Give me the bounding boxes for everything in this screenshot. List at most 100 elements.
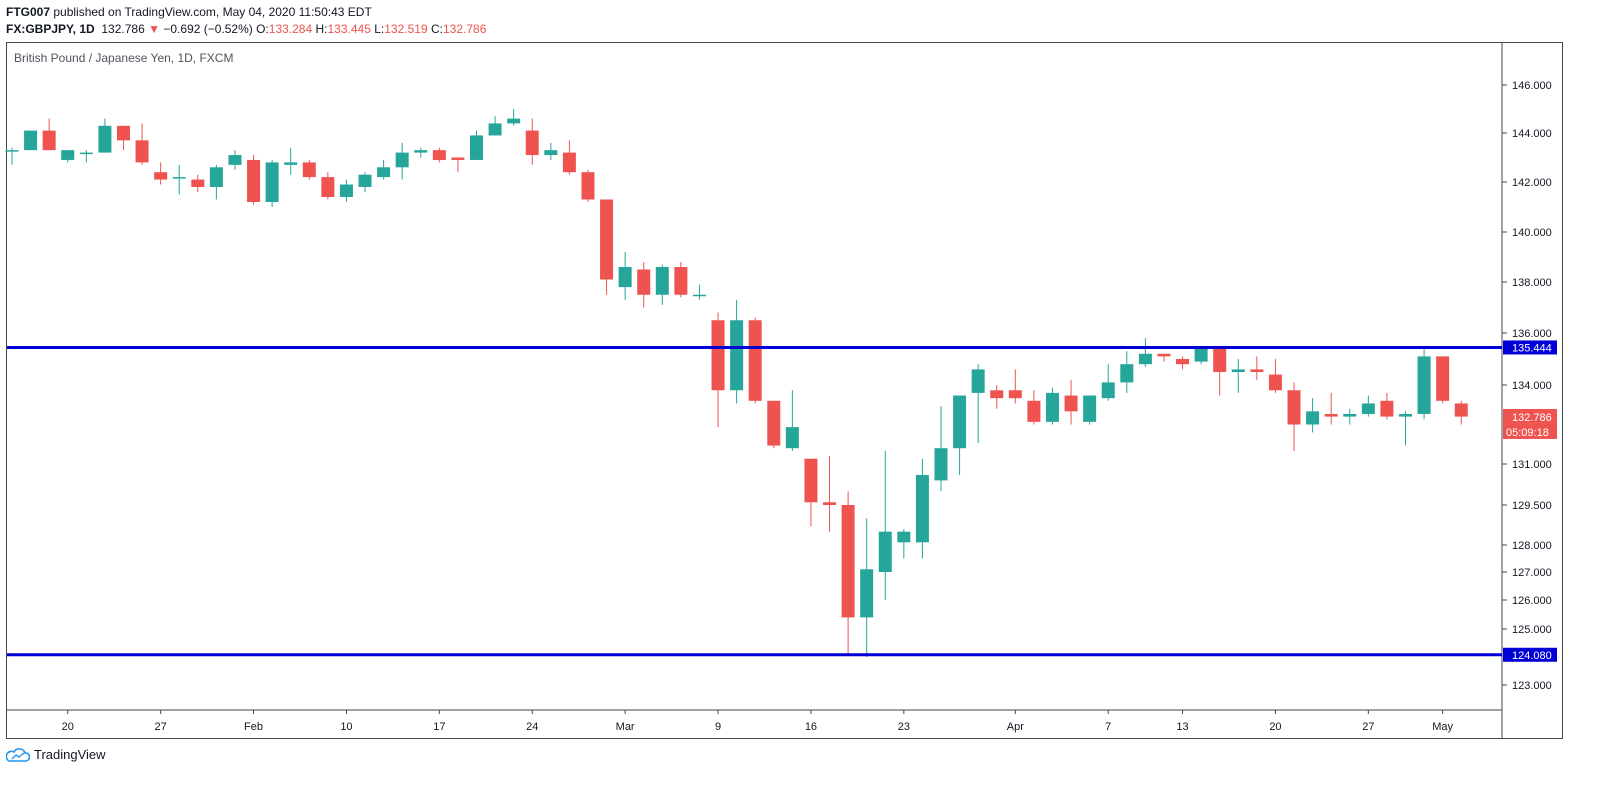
candle[interactable] bbox=[544, 142, 558, 160]
author-name[interactable]: FTG007 bbox=[6, 5, 51, 19]
candle[interactable] bbox=[1120, 351, 1134, 393]
candle[interactable] bbox=[395, 142, 409, 180]
candle[interactable] bbox=[1045, 387, 1059, 425]
candle-body bbox=[470, 135, 483, 160]
candle[interactable] bbox=[451, 157, 465, 173]
x-tick-label: Apr bbox=[1007, 721, 1024, 733]
candle[interactable] bbox=[1380, 392, 1394, 420]
candle[interactable] bbox=[1268, 359, 1282, 393]
candle[interactable] bbox=[1027, 390, 1041, 425]
candle[interactable] bbox=[878, 450, 892, 600]
candle[interactable] bbox=[953, 395, 967, 475]
candle[interactable] bbox=[1399, 411, 1412, 446]
candle-body bbox=[377, 167, 391, 178]
candle[interactable] bbox=[581, 169, 595, 202]
candle[interactable] bbox=[637, 262, 651, 308]
time-axis[interactable]: 20 27 Feb 10 17 24 Mar 9 16 23 Apr 7 13 20 27 May bbox=[62, 710, 1454, 733]
candle[interactable] bbox=[1101, 364, 1115, 401]
candle[interactable] bbox=[618, 252, 632, 300]
candle[interactable] bbox=[247, 155, 261, 205]
candle[interactable] bbox=[1287, 382, 1301, 451]
candle[interactable] bbox=[1157, 353, 1171, 362]
candle[interactable] bbox=[841, 491, 855, 655]
candle[interactable] bbox=[265, 159, 279, 207]
candle-body bbox=[154, 172, 168, 180]
high-label: H: bbox=[315, 22, 328, 36]
candle[interactable] bbox=[24, 130, 38, 151]
candle-body bbox=[1399, 413, 1412, 417]
candle[interactable] bbox=[600, 199, 614, 295]
candle[interactable] bbox=[674, 262, 688, 298]
candle[interactable] bbox=[116, 125, 130, 151]
candle[interactable] bbox=[1250, 356, 1264, 380]
candle[interactable] bbox=[61, 150, 75, 163]
candle[interactable] bbox=[1176, 356, 1190, 370]
candle[interactable] bbox=[507, 109, 521, 126]
candle-body bbox=[878, 531, 892, 572]
candle[interactable] bbox=[1064, 379, 1078, 425]
candle[interactable] bbox=[655, 264, 669, 305]
candle[interactable] bbox=[321, 172, 335, 200]
candle[interactable] bbox=[730, 299, 744, 404]
candle[interactable] bbox=[804, 458, 818, 527]
candle[interactable] bbox=[42, 118, 56, 151]
candle[interactable] bbox=[1306, 398, 1320, 433]
candle[interactable] bbox=[748, 317, 762, 404]
candle[interactable] bbox=[209, 164, 223, 200]
level-price-label: 135.444 bbox=[1512, 342, 1552, 354]
candle[interactable] bbox=[1194, 346, 1208, 365]
candle[interactable] bbox=[432, 147, 446, 163]
candle[interactable] bbox=[172, 164, 186, 195]
candle[interactable] bbox=[228, 150, 242, 170]
candle[interactable] bbox=[284, 147, 298, 175]
candle[interactable] bbox=[339, 179, 353, 202]
candle[interactable] bbox=[470, 130, 483, 160]
candle[interactable] bbox=[1417, 348, 1431, 420]
candle[interactable] bbox=[897, 529, 911, 559]
candle[interactable] bbox=[692, 284, 706, 300]
candle[interactable] bbox=[302, 159, 316, 180]
candle[interactable] bbox=[1213, 346, 1227, 396]
candle[interactable] bbox=[990, 385, 1004, 409]
candle[interactable] bbox=[1454, 400, 1468, 425]
price-axis[interactable]: 146.000 144.000 142.000 140.000 138.000 136.0… bbox=[1502, 80, 1557, 692]
candle[interactable] bbox=[1343, 408, 1357, 425]
publish-info: published on TradingView.com, May 04, 20… bbox=[50, 5, 372, 19]
candle[interactable] bbox=[79, 150, 93, 163]
ohlc-bar: FX:GBPJPY, 1D 132.786 ▼ −0.692 (−0.52%) … bbox=[6, 21, 486, 37]
y-tick-label: 146.000 bbox=[1512, 80, 1552, 92]
candle[interactable] bbox=[915, 458, 929, 559]
chart-frame[interactable] bbox=[6, 42, 1563, 739]
candle[interactable] bbox=[5, 147, 19, 165]
candle[interactable] bbox=[1361, 395, 1375, 417]
last-price-tag bbox=[1503, 408, 1557, 424]
candle[interactable] bbox=[98, 118, 112, 153]
candle[interactable] bbox=[1008, 369, 1022, 404]
candle[interactable] bbox=[823, 456, 837, 532]
candle[interactable] bbox=[785, 390, 799, 451]
candle[interactable] bbox=[358, 172, 372, 192]
candle-body bbox=[414, 150, 428, 153]
candle[interactable] bbox=[767, 400, 781, 449]
candle[interactable] bbox=[525, 118, 539, 165]
candle[interactable] bbox=[971, 364, 985, 443]
tradingview-logo[interactable]: TradingView bbox=[6, 747, 106, 762]
candle-body bbox=[897, 531, 911, 543]
candle-body bbox=[395, 152, 409, 168]
candle[interactable] bbox=[488, 116, 502, 136]
candle[interactable] bbox=[377, 159, 391, 180]
candle[interactable] bbox=[191, 174, 205, 192]
candle[interactable] bbox=[1324, 392, 1338, 425]
candle[interactable] bbox=[934, 406, 948, 492]
candle[interactable] bbox=[414, 147, 428, 158]
candle[interactable] bbox=[135, 123, 149, 165]
candle[interactable] bbox=[711, 312, 725, 428]
candle[interactable] bbox=[1231, 359, 1245, 393]
candle[interactable] bbox=[1436, 356, 1450, 404]
candle[interactable] bbox=[154, 162, 168, 185]
candle[interactable] bbox=[1083, 395, 1097, 425]
candle[interactable] bbox=[1138, 338, 1152, 367]
candle[interactable] bbox=[562, 140, 576, 175]
candle[interactable] bbox=[860, 518, 874, 657]
